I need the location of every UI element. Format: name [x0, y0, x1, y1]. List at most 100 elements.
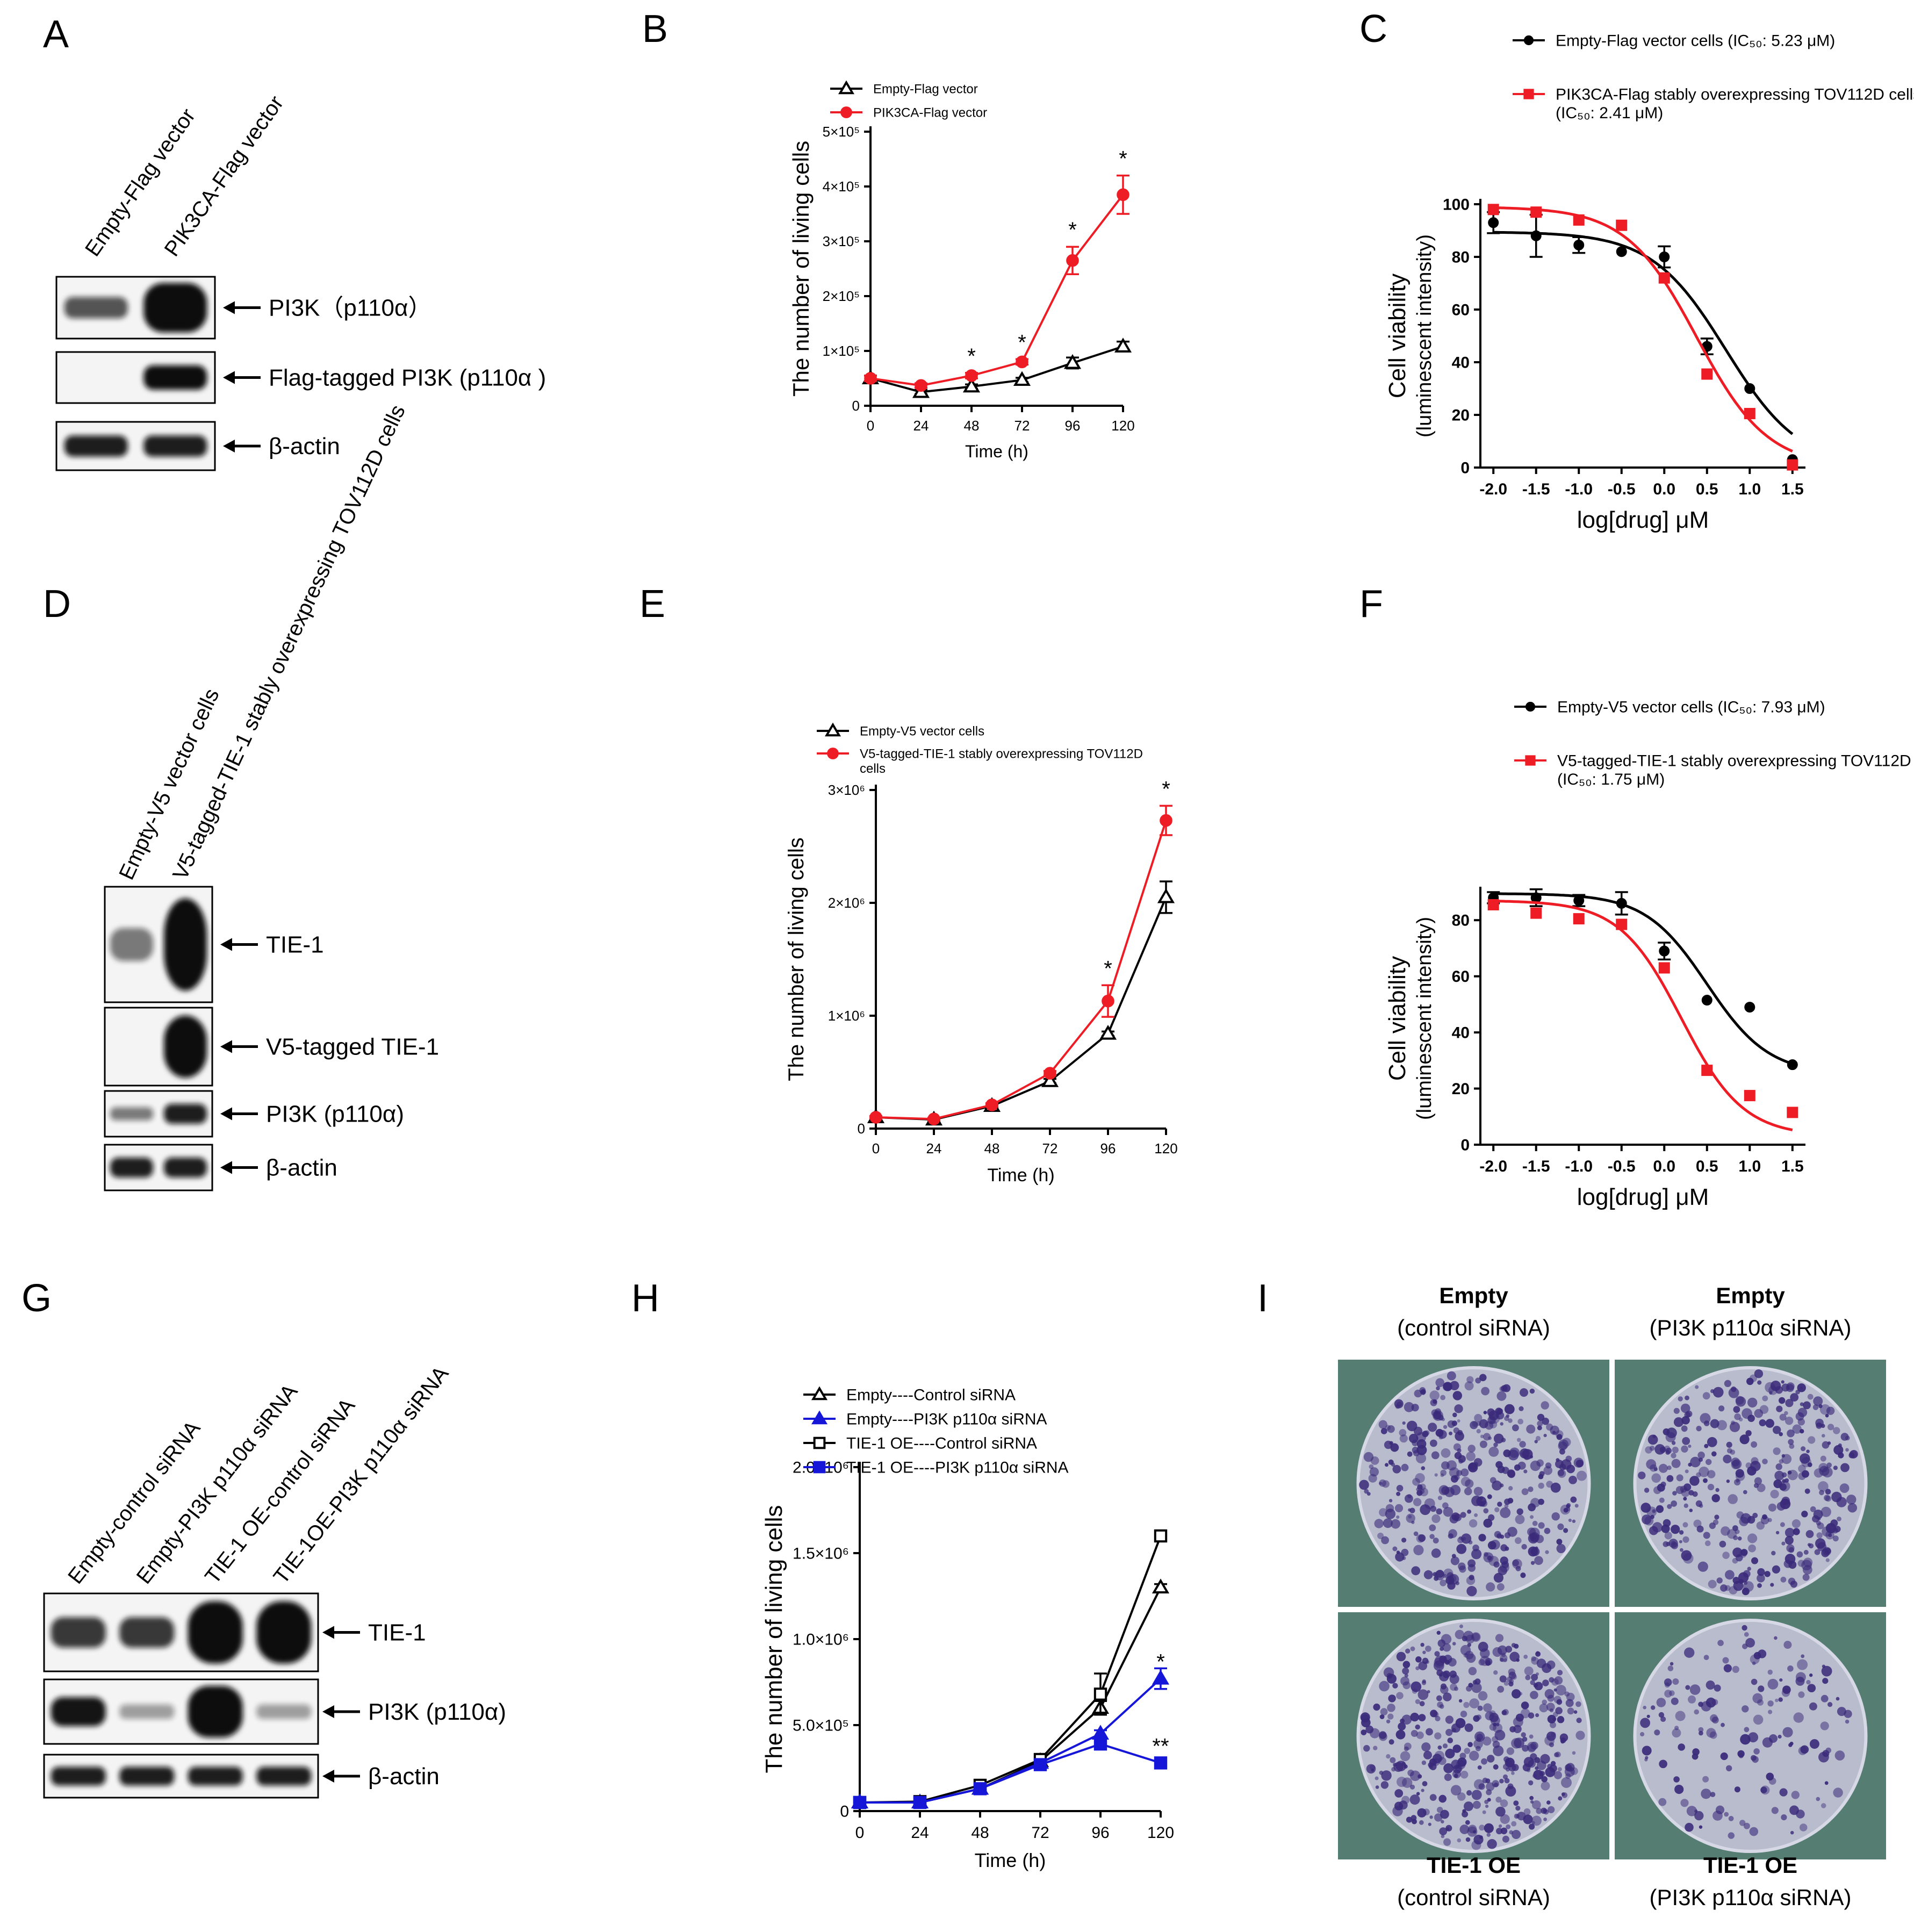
colony [1439, 1827, 1448, 1836]
fit-curve [1493, 900, 1793, 1132]
colony [1379, 1714, 1385, 1719]
colony [1521, 1544, 1527, 1550]
colony [1473, 1715, 1480, 1722]
colony [1665, 1450, 1671, 1455]
colony [1511, 1674, 1517, 1680]
y-tick-label: 3×10⁶ [828, 782, 865, 798]
colony [1416, 1534, 1425, 1543]
colony [1487, 1541, 1496, 1550]
colony [1424, 1430, 1430, 1435]
colony [1701, 1789, 1711, 1799]
panel-label-c: C [1359, 8, 1387, 51]
data-point [1154, 1529, 1168, 1543]
arrow-head-icon [220, 1107, 232, 1121]
lane-label: Empty-control siRNA [63, 1417, 205, 1589]
colony [1702, 1392, 1710, 1400]
colony [1385, 1509, 1396, 1519]
colony [1459, 1624, 1463, 1628]
colony [1493, 1433, 1504, 1444]
colony [1705, 1540, 1711, 1546]
colony [1470, 1421, 1478, 1430]
colony [1530, 1549, 1535, 1554]
colony [1497, 1502, 1502, 1507]
colony [1557, 1523, 1564, 1530]
chart-b-growth-curve: B 0 1×10⁵ 2×10⁵ 3×10⁵ 4×10⁵ 5×10⁵ 0 24 48 72 96 120 T… [642, 8, 1135, 461]
colony [1785, 1399, 1794, 1407]
colony [1480, 1648, 1490, 1658]
colony [1395, 1729, 1406, 1740]
colony [1435, 1378, 1444, 1388]
colony [1511, 1821, 1517, 1827]
x-tick-label: 0.0 [1653, 480, 1675, 498]
protein-band [164, 1015, 207, 1078]
colony [1652, 1434, 1656, 1438]
colony [1682, 1437, 1690, 1445]
legend-label: PIK3CA-Flag vector [873, 105, 987, 120]
well-subtitle: (control siRNA) [1397, 1315, 1550, 1340]
colony [1754, 1369, 1764, 1378]
colony [1396, 1515, 1400, 1519]
legend-label: TIE-1 OE----Control siRNA [846, 1435, 1037, 1453]
data-point [915, 379, 927, 392]
data-point [1102, 994, 1114, 1008]
colony [1455, 1629, 1464, 1640]
colony [1388, 1739, 1394, 1745]
colony [1373, 1703, 1380, 1711]
colony [1554, 1752, 1559, 1757]
colony [1412, 1819, 1417, 1825]
colony [1416, 1490, 1423, 1496]
colony [1436, 1695, 1442, 1701]
colony [1645, 1446, 1652, 1454]
colony [1409, 1507, 1415, 1513]
colony [1379, 1731, 1387, 1739]
colony [1414, 1389, 1422, 1398]
colony [1803, 1401, 1811, 1410]
x-tick-label: 48 [964, 418, 980, 434]
data-point [840, 106, 852, 118]
colony [1821, 1506, 1831, 1517]
colony [1732, 1577, 1740, 1584]
colony [1433, 1410, 1443, 1421]
colony [1674, 1726, 1679, 1730]
colony [1669, 1690, 1675, 1696]
colony [1542, 1699, 1547, 1705]
colony [1771, 1550, 1776, 1556]
colony [1515, 1514, 1525, 1525]
colony [1760, 1516, 1769, 1525]
data-point [1041, 1072, 1059, 1087]
colony [1419, 1483, 1426, 1491]
colony [1565, 1764, 1572, 1771]
colony [1821, 1694, 1829, 1703]
colony [1396, 1485, 1404, 1492]
colony [1642, 1514, 1652, 1525]
colony [1506, 1824, 1511, 1829]
colony [1645, 1756, 1649, 1759]
colony [1443, 1763, 1454, 1773]
lane-label: Empty-V5 vector cells [114, 685, 224, 884]
colony [1531, 1815, 1542, 1826]
legend-label-line: V5-tagged-TIE-1 stably overexpressing TO… [1557, 752, 1914, 770]
colony [1456, 1543, 1467, 1554]
colony [1638, 1471, 1646, 1479]
colony [1440, 1683, 1447, 1690]
panel-label-e: E [639, 583, 665, 626]
colony [1682, 1522, 1688, 1528]
colony [1781, 1454, 1792, 1464]
colony [1689, 1509, 1693, 1512]
colony [1797, 1407, 1808, 1417]
colony [1496, 1408, 1503, 1414]
colony [1783, 1560, 1792, 1568]
x-axis-label: Time (h) [965, 442, 1028, 461]
colony [1478, 1659, 1485, 1666]
colony [1558, 1767, 1562, 1772]
data-point [1616, 897, 1627, 909]
colony [1788, 1743, 1793, 1747]
colony [1492, 1480, 1502, 1491]
colony [1708, 1579, 1717, 1589]
colony [1441, 1834, 1445, 1838]
series-line [859, 1535, 1162, 1804]
colony [1798, 1746, 1807, 1755]
colony [1484, 1823, 1494, 1833]
colony [1559, 1448, 1565, 1455]
